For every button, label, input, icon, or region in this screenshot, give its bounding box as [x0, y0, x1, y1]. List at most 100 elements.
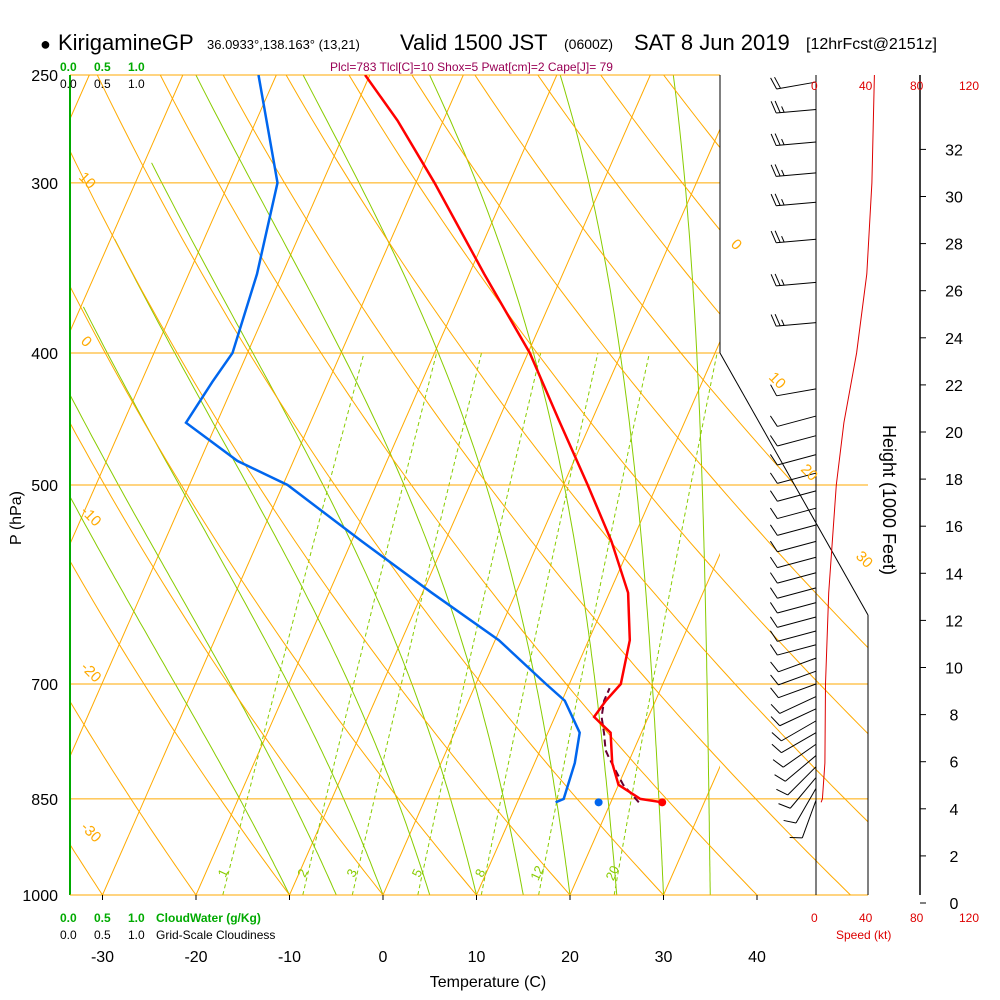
barb-flag: [774, 774, 786, 782]
barb-flag: [770, 314, 777, 327]
station-coords: 36.0933°,138.163° (13,21): [207, 37, 360, 52]
barb-half: [781, 199, 785, 206]
barb-staff: [779, 696, 817, 714]
speed-tick-bottom-0: 0: [811, 911, 818, 925]
barb-flag: [769, 524, 778, 536]
mixing-ratio-label: 8: [472, 867, 489, 880]
dry-adiabat: [70, 75, 477, 895]
moist-adiabat: [70, 393, 337, 895]
barb-staff: [776, 172, 817, 177]
wind-barb: [771, 732, 817, 754]
wind-barb: [769, 540, 817, 553]
barb-flag: [770, 274, 777, 287]
dry-adiabat: [70, 75, 290, 895]
temp-tick-label: -10: [278, 949, 301, 966]
height-tick-label: 28: [945, 237, 963, 254]
mixing-ratio-line: [538, 352, 650, 895]
cw-tick-0-bottom: 0.0: [60, 911, 77, 925]
barb-flag: [770, 674, 779, 686]
barb-staff: [801, 800, 817, 839]
barb-staff: [778, 670, 817, 686]
wind-barb: [776, 766, 817, 796]
temperature-profile: [364, 75, 663, 804]
barb-half: [781, 319, 785, 326]
mixing-ratio-line: [302, 352, 438, 895]
barb-flag: [770, 687, 779, 699]
wind-barb: [772, 743, 817, 768]
wind-barb: [770, 314, 817, 327]
cw-tick-1-bottom: 0.5: [94, 911, 111, 925]
wind-barb: [769, 630, 817, 642]
pressure-tick-label: 700: [31, 677, 58, 694]
barb-flag: [769, 507, 778, 519]
wind-barb: [770, 683, 817, 699]
wind-barb: [770, 133, 817, 147]
dry-adiabat-label: 10: [75, 169, 99, 193]
dry-adiabat-label: 10: [765, 369, 789, 393]
isobars: [70, 74, 868, 896]
valid-date: SAT 8 Jun 2019: [634, 30, 790, 55]
dry-adiabat: [70, 75, 384, 895]
wind-barb: [769, 572, 817, 584]
wind-barb: [770, 100, 817, 114]
height-tick-label: 26: [945, 284, 963, 301]
barb-staff: [777, 644, 817, 656]
barb-staff: [777, 630, 817, 642]
barb-staff: [777, 556, 817, 569]
temp-tick-label: 0: [379, 949, 388, 966]
barb-flag: [769, 454, 778, 466]
barb-staff: [777, 616, 817, 628]
barb-half: [781, 169, 785, 176]
pressure-tick-label: 300: [31, 176, 58, 193]
barb-flag: [774, 133, 781, 146]
barb-staff: [777, 454, 817, 466]
barb-staff: [781, 720, 817, 742]
valid-label: Valid 1500 JST: [400, 30, 548, 55]
barb-flag: [774, 164, 781, 177]
mixing-ratio-label: 1: [215, 867, 232, 880]
cl-tick-2-bottom: 1.0: [128, 928, 145, 942]
wind-barb: [769, 490, 817, 502]
barb-staff: [781, 732, 817, 754]
cl-tick-0-bottom: 0.0: [60, 928, 77, 942]
speed-tick-top-2: 80: [910, 79, 924, 93]
barb-staff: [777, 507, 817, 520]
wind-barb: [769, 472, 817, 484]
wind-barb: [769, 616, 817, 628]
barb-flag: [770, 101, 777, 114]
dry-adiabat: [70, 75, 571, 895]
wind-barb: [783, 788, 817, 824]
cloudiness-label: Grid-Scale Cloudiness: [156, 928, 275, 942]
wind-barb: [769, 435, 817, 447]
y-axis-title: P (hPa): [8, 491, 25, 545]
x-axis-title: Temperature (C): [430, 974, 546, 991]
temp-tick-label: 40: [748, 949, 766, 966]
sounding-profiles: [184, 75, 667, 807]
height-tick-label: 18: [945, 472, 963, 489]
cw-tick-2: 1.0: [128, 60, 145, 74]
speed-tick-top-0: 0: [811, 79, 818, 93]
temp-tick-label: 10: [468, 949, 486, 966]
barb-staff: [777, 602, 817, 614]
wind-barb: [789, 800, 817, 839]
header-bullet: ●: [40, 34, 51, 54]
barb-staff: [777, 472, 817, 484]
wind-barb: [769, 587, 817, 599]
mixing-ratio-label: 2: [294, 867, 311, 880]
dry-adiabat-label: -20: [77, 659, 104, 686]
barb-staff: [782, 743, 817, 768]
barb-staff: [778, 657, 817, 673]
barb-flag: [774, 193, 781, 206]
wind-barb: [769, 556, 817, 569]
barb-flag: [771, 743, 782, 754]
barb-staff: [777, 415, 817, 427]
barb-flag: [774, 273, 781, 286]
barb-flag: [774, 100, 781, 113]
speed-tick-top-3: 120: [959, 79, 979, 93]
barb-staff: [776, 281, 817, 287]
surface-temperature-dot: [658, 798, 667, 807]
height-tick-label: 14: [945, 566, 963, 583]
wind-barb: [769, 507, 817, 520]
moist-adiabat: [429, 75, 618, 895]
height-tick-label: 20: [945, 425, 963, 442]
